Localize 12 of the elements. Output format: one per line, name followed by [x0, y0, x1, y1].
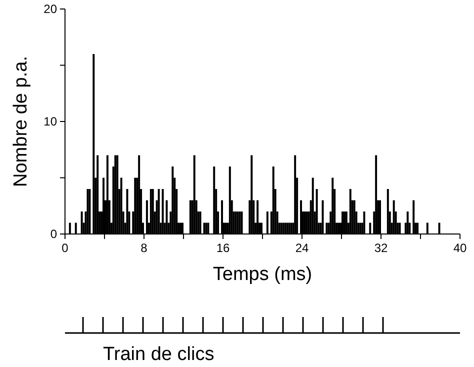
x-tick-label: 0 [62, 241, 69, 255]
x-tick-label: 16 [216, 241, 230, 255]
x-tick-label: 32 [374, 241, 388, 255]
x-tick-label: 24 [295, 241, 309, 255]
x-axis-title: Temps (ms) [212, 264, 312, 285]
y-tick-label: 10 [44, 114, 58, 129]
y-tick-label: 20 [44, 2, 58, 16]
y-tick-label: 0 [50, 227, 58, 242]
x-tick-label: 40 [453, 241, 467, 255]
x-tick-label: 8 [140, 241, 148, 255]
text: Train de clics [103, 344, 214, 365]
y-axis-title: Nombre de p.a. [10, 56, 32, 187]
